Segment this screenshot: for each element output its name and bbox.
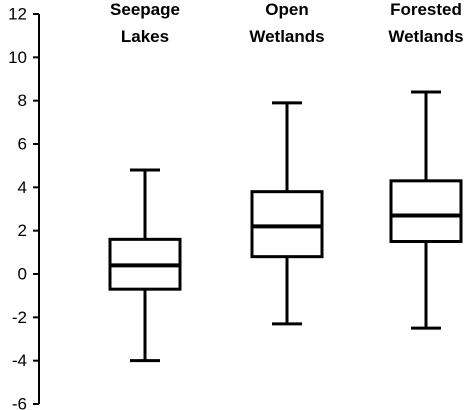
category-label-line2: Wetlands <box>249 27 324 46</box>
category-labels: Seepage Lakes Open Wetlands Forested Wetlands <box>110 0 464 46</box>
y-tick-label: -6 <box>12 395 27 410</box>
y-tick-label: 8 <box>18 91 27 110</box>
y-tick-label: 2 <box>18 221 27 240</box>
y-tick-label: 4 <box>18 178 27 197</box>
y-tick-label: 10 <box>8 48 27 67</box>
y-tick-label: 6 <box>18 135 27 154</box>
y-axis-ticks: 12 10 8 6 4 2 0 -2 -4 -6 <box>8 5 39 410</box>
box-series <box>108 90 463 363</box>
y-tick-label: 12 <box>8 5 27 24</box>
iqr-box <box>250 190 324 259</box>
category-label-line2: Lakes <box>121 27 169 46</box>
iqr-box <box>389 179 463 243</box>
category-label-line2: Wetlands <box>388 27 463 46</box>
y-tick-label: 0 <box>18 265 27 284</box>
box-group <box>108 168 182 363</box>
box-group <box>250 101 324 326</box>
category-label-line1: Seepage <box>110 0 180 19</box>
box-group <box>389 90 463 330</box>
category-label-line1: Open <box>265 0 308 19</box>
y-tick-label: -2 <box>12 308 27 327</box>
category-label-line1: Forested <box>390 0 462 19</box>
y-tick-label: -4 <box>12 351 27 370</box>
